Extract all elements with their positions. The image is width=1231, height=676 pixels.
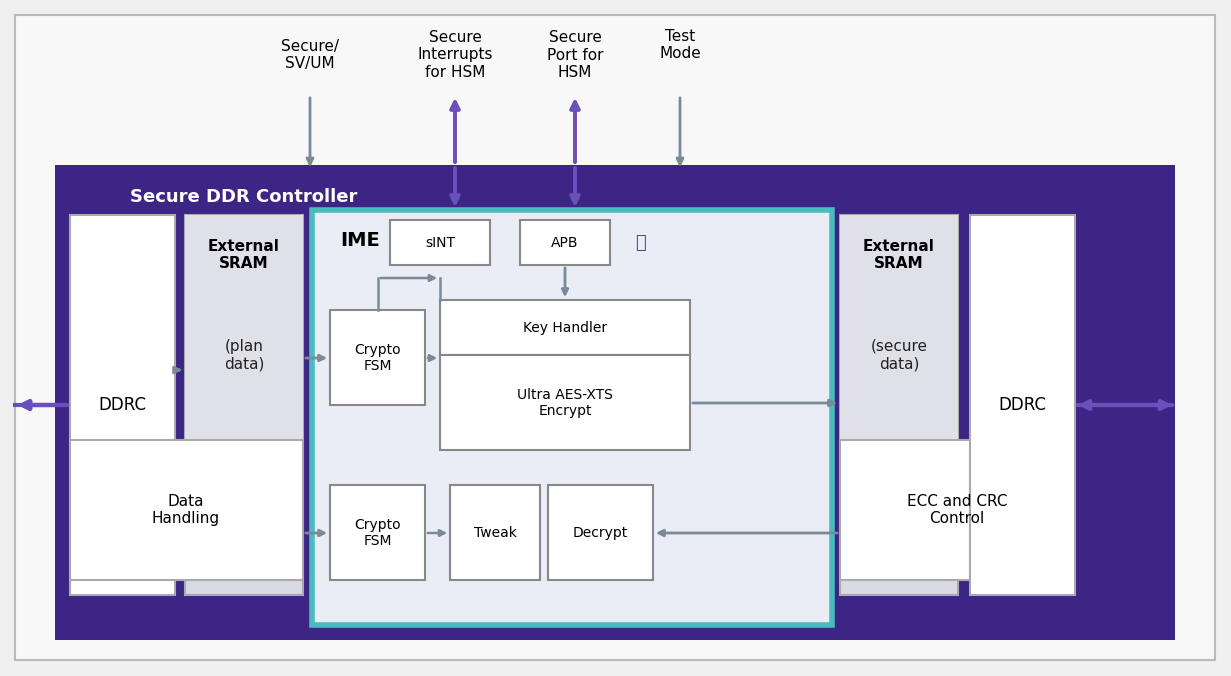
Text: Test
Mode: Test Mode (659, 29, 700, 62)
Bar (548, 485, 652, 580)
Bar (70, 215, 175, 595)
Text: (plan
data): (plan data) (224, 339, 265, 371)
Bar (451, 485, 540, 580)
Bar (840, 440, 1073, 580)
Text: IME: IME (340, 231, 379, 249)
Bar (330, 310, 425, 405)
Text: Secure DDR Controller: Secure DDR Controller (130, 188, 357, 206)
Text: External
SRAM: External SRAM (208, 239, 279, 271)
Bar (439, 355, 691, 450)
Bar (185, 215, 303, 595)
Text: Ultra AES-XTS
Encrypt: Ultra AES-XTS Encrypt (517, 388, 613, 418)
Bar (185, 215, 303, 445)
Text: APB: APB (551, 236, 579, 250)
Text: DDRC: DDRC (98, 396, 146, 414)
Bar (55, 165, 1176, 640)
Text: Decrypt: Decrypt (572, 526, 628, 540)
Text: 🔒: 🔒 (635, 234, 645, 252)
Text: Secure
Interrupts
for HSM: Secure Interrupts for HSM (417, 30, 492, 80)
Text: Data
Handling: Data Handling (151, 493, 220, 526)
Text: External
SRAM: External SRAM (863, 239, 934, 271)
Bar (390, 220, 490, 265)
Bar (311, 210, 832, 625)
Bar (840, 215, 958, 445)
Text: Secure/
SV/UM: Secure/ SV/UM (281, 39, 339, 71)
Text: DDRC: DDRC (998, 396, 1046, 414)
Text: ECC and CRC
Control: ECC and CRC Control (907, 493, 1007, 526)
Text: Key Handler: Key Handler (523, 321, 607, 335)
Text: Crypto
FSM: Crypto FSM (355, 343, 401, 373)
Text: Secure
Port for
HSM: Secure Port for HSM (547, 30, 603, 80)
Bar (316, 214, 828, 621)
Text: (secure
data): (secure data) (870, 339, 927, 371)
Bar (70, 440, 303, 580)
Bar (519, 220, 611, 265)
Bar (970, 215, 1075, 595)
Text: Crypto
FSM: Crypto FSM (355, 518, 401, 548)
Text: sINT: sINT (425, 236, 455, 250)
Bar (840, 215, 958, 595)
Bar (330, 485, 425, 580)
Bar (439, 300, 691, 355)
Text: Tweak: Tweak (474, 526, 517, 540)
